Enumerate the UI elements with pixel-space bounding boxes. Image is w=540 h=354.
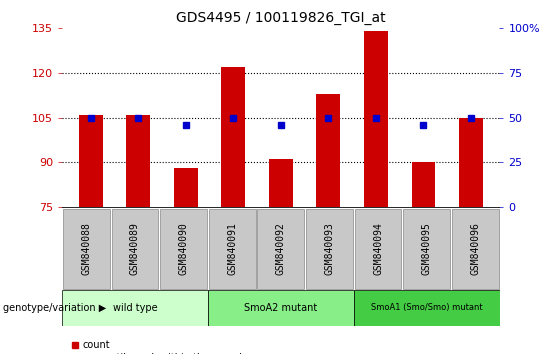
Bar [112,209,158,289]
Title: GDS4495 / 100119826_TGI_at: GDS4495 / 100119826_TGI_at [176,11,386,24]
Bar [79,115,103,207]
Bar [126,115,150,207]
Legend: count, percentile rank within the sample: count, percentile rank within the sample [67,336,252,354]
Text: wild type: wild type [113,303,157,313]
Bar [411,162,435,207]
Bar [316,94,340,207]
Bar [221,67,245,207]
Text: GSM840089: GSM840089 [130,222,140,275]
Bar [452,209,498,289]
Text: GSM840091: GSM840091 [227,222,237,275]
Text: GSM840093: GSM840093 [325,222,334,275]
Bar [160,209,207,289]
Bar [269,159,293,207]
Bar [209,209,255,289]
Bar [306,209,353,289]
Bar [403,209,450,289]
Text: GSM840088: GSM840088 [82,222,91,275]
Bar [174,169,198,207]
Text: GSM840095: GSM840095 [422,222,431,275]
Bar [364,31,388,207]
Bar [355,209,401,289]
Bar [208,290,354,326]
Bar [63,209,110,289]
Bar [62,290,208,326]
Bar [459,118,483,207]
Text: SmoA1 (Smo/Smo) mutant: SmoA1 (Smo/Smo) mutant [371,303,482,313]
Text: GSM840090: GSM840090 [179,222,188,275]
Text: GSM840092: GSM840092 [276,222,286,275]
Bar [354,290,500,326]
Bar [258,209,304,289]
Text: GSM840096: GSM840096 [470,222,480,275]
Text: SmoA2 mutant: SmoA2 mutant [244,303,318,313]
Text: GSM840094: GSM840094 [373,222,383,275]
Text: genotype/variation ▶: genotype/variation ▶ [3,303,106,313]
